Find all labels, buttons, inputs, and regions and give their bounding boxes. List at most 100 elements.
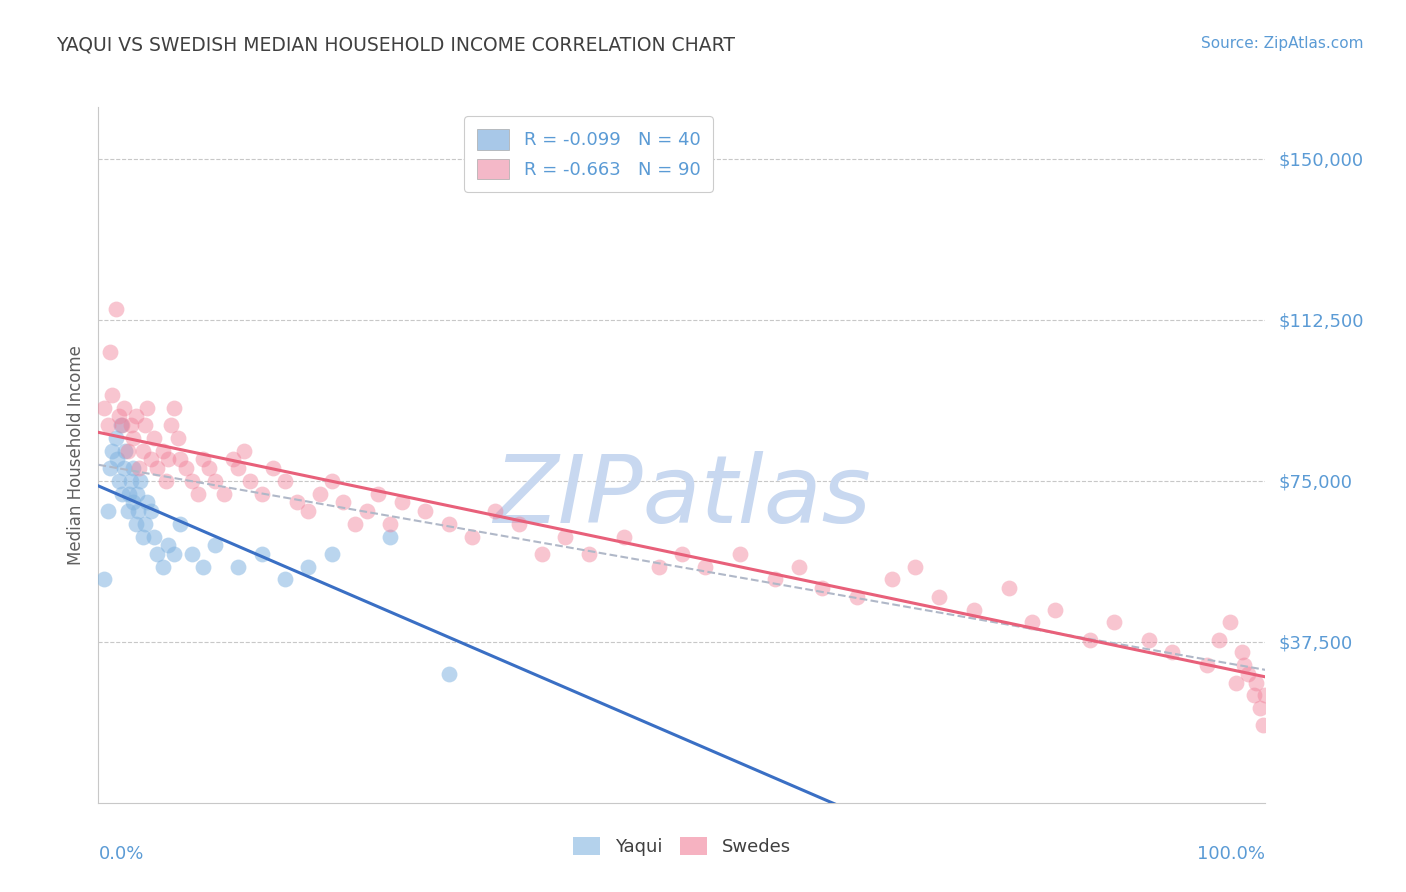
Point [530,547,553,561]
Point [101,443,124,458]
Point [112,401,135,415]
Point [125,409,148,424]
Point [98,344,121,359]
Point [1233,658,1256,673]
Point [285,495,308,509]
Point [114,443,136,458]
Point [221,452,243,467]
Point [136,495,159,509]
Point [845,590,868,604]
Point [129,474,152,488]
Point [997,581,1019,595]
Point [166,431,188,445]
Point [297,504,319,518]
Point [1251,718,1274,732]
Y-axis label: Median Household Income: Median Household Income [66,345,84,565]
Point [356,504,378,518]
Point [122,460,145,475]
Point [250,486,273,500]
Point [111,486,134,500]
Point [1080,632,1102,647]
Point [157,538,180,552]
Point [332,495,354,509]
Legend: Yaqui, Swedes: Yaqui, Swedes [565,830,799,863]
Point [1195,658,1218,673]
Point [1137,632,1160,647]
Text: 100.0%: 100.0% [1198,845,1265,863]
Point [97,417,120,432]
Point [139,452,162,467]
Point [671,547,693,561]
Point [117,504,139,518]
Point [146,460,169,475]
Point [811,581,834,595]
Point [1208,632,1230,647]
Point [101,388,124,402]
Point [136,401,159,415]
Point [108,409,131,424]
Point [112,460,135,475]
Point [120,417,142,432]
Point [128,460,150,475]
Text: YAQUI VS SWEDISH MEDIAN HOUSEHOLD INCOME CORRELATION CHART: YAQUI VS SWEDISH MEDIAN HOUSEHOLD INCOME… [56,36,735,54]
Point [111,417,134,432]
Point [174,460,197,475]
Point [321,474,343,488]
Point [198,460,221,475]
Point [250,547,273,561]
Point [180,547,202,561]
Point [880,573,903,587]
Point [127,504,149,518]
Point [309,486,332,500]
Point [228,559,250,574]
Point [262,460,284,475]
Point [98,460,121,475]
Point [110,417,132,432]
Point [134,516,156,531]
Point [163,401,186,415]
Text: Source: ZipAtlas.com: Source: ZipAtlas.com [1201,36,1364,51]
Point [187,486,209,500]
Point [93,573,115,587]
Point [163,547,186,561]
Point [193,452,215,467]
Point [180,474,202,488]
Point [554,529,576,543]
Point [1021,615,1043,630]
Point [204,474,226,488]
Point [730,547,752,561]
Point [413,504,436,518]
Point [169,516,191,531]
Point [508,516,530,531]
Point [1161,645,1184,659]
Point [344,516,367,531]
Point [122,495,145,509]
Point [108,474,131,488]
Point [763,573,786,587]
Point [1219,615,1241,630]
Point [132,529,155,543]
Point [378,529,402,543]
Point [321,547,343,561]
Text: 0.0%: 0.0% [98,845,143,863]
Point [437,667,460,681]
Point [578,547,600,561]
Point [1102,615,1125,630]
Point [1254,689,1277,703]
Point [228,460,250,475]
Point [962,602,984,616]
Point [1237,667,1260,681]
Point [143,529,166,543]
Point [787,559,810,574]
Point [904,559,927,574]
Point [233,443,256,458]
Point [204,538,226,552]
Point [104,301,127,316]
Point [125,486,148,500]
Point [391,495,413,509]
Point [1045,602,1067,616]
Point [97,504,120,518]
Point [169,452,191,467]
Point [274,573,297,587]
Point [297,559,319,574]
